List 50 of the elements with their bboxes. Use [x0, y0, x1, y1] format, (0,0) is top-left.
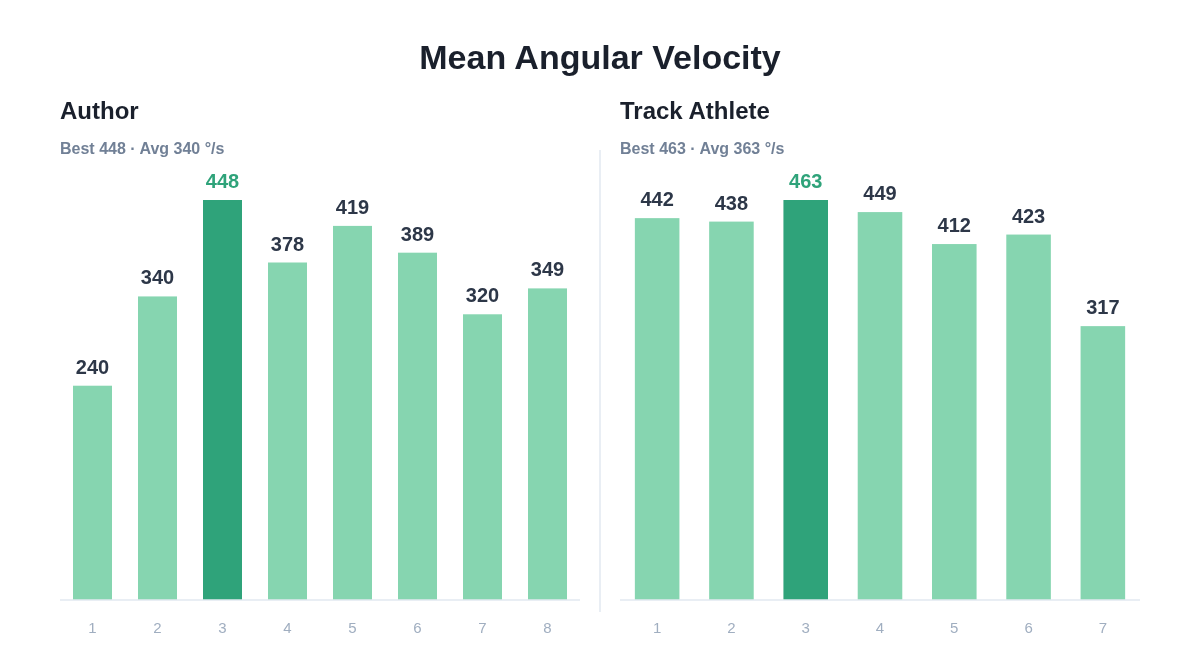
data-label: 442 [640, 188, 674, 211]
x-tick-label: 6 [1024, 619, 1033, 636]
data-label: 320 [465, 284, 500, 307]
data-label: 340 [140, 266, 175, 289]
x-tick-label: 1 [652, 619, 662, 636]
bar [203, 200, 242, 600]
data-label: 378 [270, 232, 305, 255]
bar [398, 252, 437, 600]
data-label: 349 [530, 258, 565, 281]
bar [1006, 234, 1051, 600]
data-label: 412 [937, 214, 971, 237]
bar [783, 200, 828, 600]
data-label: 389 [400, 222, 435, 245]
text: Mean Angular Velocity [419, 38, 781, 76]
bar [709, 221, 754, 600]
x-tick-label: 8 [543, 619, 552, 636]
bar [528, 288, 567, 600]
x-tick-label: 7 [478, 619, 487, 636]
data-label: 463 [789, 170, 823, 192]
x-tick-label: 1 [88, 619, 97, 636]
data-label: 449 [863, 182, 897, 205]
bar [333, 225, 372, 600]
x-tick-label: 3 [801, 619, 810, 636]
bar [268, 262, 307, 600]
chart-title: Track Athlete [620, 97, 770, 124]
data-label: 448 [205, 170, 240, 192]
chart-title: Author [60, 97, 139, 124]
chart-subtitle: Best 448 · Avg 340 °/s [60, 140, 225, 157]
data-label: 317 [1086, 296, 1120, 319]
bar [1080, 326, 1126, 600]
data-label: 423 [1011, 204, 1046, 227]
x-tick-label: 4 [875, 619, 885, 636]
x-tick-label: 7 [1098, 619, 1108, 636]
bar [73, 385, 112, 600]
x-tick-label: 6 [413, 619, 422, 636]
bar [138, 296, 177, 600]
bar [634, 218, 680, 600]
bar [463, 314, 502, 600]
x-tick-label: 5 [348, 619, 357, 636]
bar [857, 212, 903, 600]
x-tick-label: 2 [153, 619, 162, 636]
x-tick-label: 5 [950, 619, 959, 636]
data-label: 240 [75, 355, 110, 378]
x-tick-label: 3 [218, 619, 227, 636]
x-tick-label: 4 [283, 619, 292, 636]
data-label: 438 [714, 191, 749, 214]
bar [932, 244, 977, 600]
chart-subtitle: Best 463 · Avg 363 °/s [620, 140, 785, 157]
x-tick-label: 2 [727, 619, 736, 636]
data-label: 419 [335, 195, 370, 218]
